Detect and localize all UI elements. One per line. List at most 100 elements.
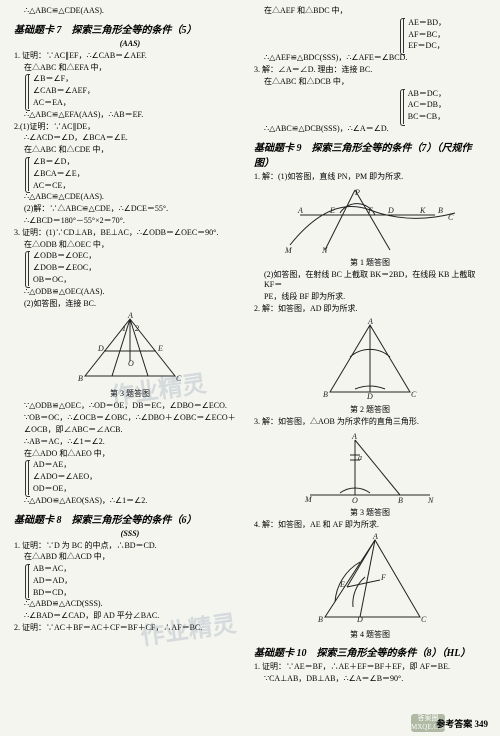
c7-p1-b3: AC＝EA， [33, 98, 246, 109]
r-top-l3: 在△ABC 和△DCB 中， [254, 77, 486, 88]
c7-p2-l1: 2.(1)证明：∵AC∥DE， [14, 122, 246, 133]
c7-p1-b2: ∠CAB＝∠AEF， [33, 86, 246, 97]
c7-p2-l5: (2)解：∵△ABC≌△CDE，∴∠DCE＝55°. [14, 204, 246, 215]
fig2-cap-right: 第 2 题答图 [254, 404, 486, 415]
c7-p3-b6: OD＝OE， [33, 484, 246, 495]
c7-p3-b2: ∠DOB＝∠EOC， [33, 263, 246, 274]
c7-p3-b5: ∠ADO＝∠AEO， [33, 472, 246, 483]
svg-text:D: D [387, 206, 394, 215]
r-top-l4: ∴△ABC≌△DCB(SSS)，∴∠A＝∠D. [254, 124, 486, 135]
svg-text:A: A [367, 317, 373, 326]
svg-text:A: A [297, 206, 303, 215]
c7-p2-b1: ∠B＝∠D， [33, 157, 246, 168]
c8-l3: ∴△ABD≌△ACD(SSS). [14, 599, 246, 610]
r-top-b6: BC＝CB， [408, 112, 446, 123]
c8-b2: AD＝AD， [33, 576, 246, 587]
c9-l5: 3. 解：如答图，△AOB 为所求作的直角三角形. [254, 417, 486, 428]
c7-p3-l10: ∴△ADO≌△AEO(SAS)，∴∠1＝∠2. [14, 496, 246, 507]
fig1-cap-right: 第 1 题答图 [254, 257, 486, 268]
svg-text:B: B [318, 615, 323, 624]
svg-text:F: F [380, 573, 386, 582]
svg-text:B: B [398, 496, 403, 505]
c7-p3-l9: 在△ADO 和△AEO 中， [14, 449, 246, 460]
c7-p3-l5: ∵△ODB≌△OEC，∴OD＝OE，DB＝EC，∠DBO＝∠ECO. [14, 401, 246, 412]
svg-text:K: K [419, 206, 426, 215]
svg-text:A: A [351, 432, 357, 441]
r-top-l2: 3. 解：∠A＝∠D. 理由：连接 BC. [254, 65, 486, 76]
c10-l2: ∵CA⊥AB，DB⊥AB，∴∠A＝∠B＝90°. [254, 674, 486, 685]
svg-text:C: C [411, 390, 417, 399]
top-line: ∴△ABC≌△CDE(AAS). [14, 6, 246, 17]
c7-p3-brace: ∠ODB＝∠OEC， ∠DOB＝∠EOC， OB＝OC， [28, 251, 246, 285]
right-column: 在△AEF 和△BDC 中， AE＝BD， AF＝BC， EF＝DC， ∴△AE… [250, 6, 490, 686]
c7-p2-b2: ∠BCA＝∠E， [33, 169, 246, 180]
figure-3-right: A M O B N a [300, 430, 440, 505]
c7-p1-l3: ∴△ABC≌△EFA(AAS)，∴AB＝EF. [14, 110, 246, 121]
svg-text:B: B [438, 206, 443, 215]
svg-text:C: C [421, 615, 427, 624]
svg-text:F: F [367, 206, 373, 215]
svg-text:1: 1 [122, 324, 126, 333]
c7-p3-b3: OB＝OC， [33, 275, 246, 286]
c7-p1-l2: 在△ABC 和△EFA 中， [14, 63, 246, 74]
c7-p1-b1: ∠B＝∠F， [33, 74, 246, 85]
svg-text:A: A [127, 311, 133, 320]
svg-text:N: N [427, 496, 434, 505]
svg-text:2: 2 [135, 324, 139, 333]
c7-p2-l6: ∴∠BCD＝180°－55°×2＝70°. [14, 216, 246, 227]
fig3-cap-right: 第 3 题答图 [254, 507, 486, 518]
card8-title: 基础题卡 8 探索三角形全等的条件（6） [14, 511, 246, 526]
c9-l1: 1. 解：(1)如答图，直线 PN，PM 即为所求. [254, 172, 486, 183]
c8-l5: 2. 证明：∵AC＋BF＝AC＋CF＝BF＋CF，∴AF＝BC. [14, 623, 246, 634]
c9-l3: PE，线段 BF 即为所求. [254, 292, 486, 303]
svg-text:N: N [321, 246, 328, 255]
left-column: ∴△ABC≌△CDE(AAS). 基础题卡 7 探索三角形全等的条件（5） (A… [10, 6, 250, 686]
c8-b3: BD＝CD， [33, 588, 246, 599]
svg-text:A: A [372, 532, 378, 541]
c7-p2-l3: 在△ABC 和△CDE 中， [14, 145, 246, 156]
card9-title: 基础题卡 9 探索三角形全等的条件（7）（尺规作图） [254, 139, 486, 169]
c7-p2-l2: ∴∠ACD＝∠D，∠BCA＝∠E. [14, 133, 246, 144]
figure-2-right: A B D C [315, 317, 425, 402]
svg-text:M: M [284, 246, 293, 255]
r-top-b5: AC＝DB， [408, 100, 446, 111]
svg-text:a: a [358, 453, 362, 462]
r-top-l1: ∴△AEF≌△BDC(SSS)，∴∠AFE＝∠BCD. [254, 53, 486, 64]
page-footer: 参考答案 349 [436, 717, 488, 730]
svg-text:P: P [354, 188, 360, 197]
c7-p2-brace: ∠B＝∠D， ∠BCA＝∠E， AC＝CE， [28, 157, 246, 191]
card7-title: 基础题卡 7 探索三角形全等的条件（5） [14, 21, 246, 36]
svg-text:O: O [128, 359, 134, 368]
c7-p3-l7: ∠OCB，即∠ABC＝∠ACB. [14, 425, 246, 436]
c7-p3-l8: ∴AB＝AC，∴∠1＝∠2. [14, 437, 246, 448]
svg-text:M: M [304, 495, 313, 504]
svg-text:D: D [356, 615, 363, 624]
figure-1-right: M A E P F D K C N B [280, 185, 460, 255]
c9-l2: (2)如答图，在射线 BC 上截取 BK＝2BD，在线段 KB 上截取 KF＝ [254, 270, 486, 292]
r-top-l0: 在△AEF 和△BDC 中， [254, 6, 486, 17]
figure-3-left: A B C D E O 1 2 [70, 311, 190, 386]
svg-text:E: E [339, 580, 345, 589]
c8-brace: AB＝AC， AD＝AD， BD＝CD， [28, 564, 246, 598]
c9-l4: 2. 解：如答图，AD 即为所求. [254, 304, 486, 315]
svg-text:B: B [78, 374, 83, 383]
c9-l6: 4. 解：如答图，AE 和 AF 即为所求. [254, 520, 486, 531]
r-top-b1: AE＝BD， [408, 18, 446, 29]
c7-p3-brace2: AD＝AE， ∠ADO＝∠AEO， OD＝OE， [28, 460, 246, 494]
footer-label: 参考答案 [436, 719, 472, 729]
c8-l1: 1. 证明：∵D 为 BC 的中点，∴BD＝CD. [14, 541, 246, 552]
c8-l4: ∴∠BAD＝∠CAD，即 AD 平分∠BAC. [14, 611, 246, 622]
c7-p2-l4: ∴△ABC≌△CDE(AAS). [14, 192, 246, 203]
figure-4-right: A B C E F D [305, 532, 435, 627]
svg-text:O: O [352, 496, 358, 505]
svg-text:E: E [329, 206, 335, 215]
card7-sub: (AAS) [14, 39, 246, 48]
c7-p1-brace: ∠B＝∠F， ∠CAB＝∠AEF， AC＝EA， [28, 74, 246, 108]
c7-p3-l2: 在△ODB 和△OEC 中， [14, 240, 246, 251]
fig4-cap-right: 第 4 题答图 [254, 629, 486, 640]
svg-text:C: C [448, 213, 454, 222]
r-top-brace2: AB＝DC， AC＝DB， BC＝CB， [403, 89, 446, 124]
r-top-b2: AF＝BC， [408, 30, 446, 41]
r-top-b4: AB＝DC， [408, 89, 446, 100]
c7-p3-l6: ∵OB＝OC，∴∠OCB＝∠OBC，∴∠DBO＋∠OBC＝∠ECO＋ [14, 413, 246, 424]
